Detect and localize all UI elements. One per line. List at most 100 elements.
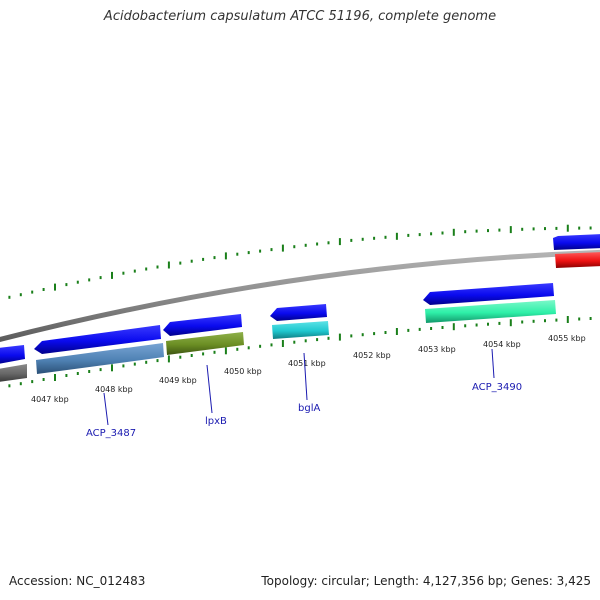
gene-label-acp3490[interactable]: ACP_3490: [472, 382, 522, 393]
inner-ring-minor-tick: [156, 359, 159, 363]
inner-ring-major-tick: [281, 340, 284, 347]
outer-ring-minor-tick: [122, 271, 125, 275]
inner-ring-minor-tick: [236, 347, 239, 351]
inner-tick-ring: [8, 316, 592, 388]
inner-ring-minor-tick: [293, 340, 296, 344]
inner-ring-minor-tick: [544, 319, 546, 323]
outer-ring-minor-tick: [236, 252, 239, 256]
feature-bar-steelblue[interactable]: [36, 343, 164, 374]
inner-ring-minor-tick: [430, 327, 433, 330]
outer-ring-minor-tick: [156, 265, 159, 269]
outer-ring-minor-tick: [589, 226, 592, 230]
tick-label-4047: 4047 kbp: [31, 395, 69, 404]
inner-ring-minor-tick: [42, 378, 45, 381]
inner-ring-minor-tick: [190, 354, 193, 357]
outer-ring-minor-tick: [179, 261, 182, 265]
outer-ring-minor-tick: [441, 231, 444, 235]
inner-ring-minor-tick: [361, 333, 364, 337]
inner-ring-minor-tick: [373, 332, 376, 336]
outer-ring-minor-tick: [327, 241, 330, 245]
kbp-tick-labels: 4047 kbp 4048 kbp 4049 kbp 4050 kbp 4051…: [31, 334, 586, 404]
tick-label-4053: 4053 kbp: [418, 345, 456, 354]
outer-ring-major-tick: [111, 271, 113, 279]
inner-ring-minor-tick: [88, 370, 91, 373]
cds-arrow-right-edge[interactable]: [553, 234, 600, 250]
outer-ring-minor-tick: [133, 269, 136, 273]
outer-ring-minor-tick: [270, 248, 273, 252]
gene-label-bgla[interactable]: bglA: [298, 403, 320, 414]
leader-line-acp3490: [491, 348, 495, 379]
inner-ring-minor-tick: [65, 374, 68, 377]
topology-summary: Topology: circular; Length: 4,127,356 bp…: [261, 574, 591, 588]
outer-ring-minor-tick: [544, 227, 546, 231]
cds-arrow-lpxb[interactable]: [163, 314, 242, 336]
inner-ring-minor-tick: [259, 344, 262, 348]
outer-ring-minor-tick: [42, 288, 45, 291]
gene-label-lpxb[interactable]: lpxB: [205, 416, 227, 427]
inner-ring-minor-tick: [589, 317, 592, 320]
outer-ring-minor-tick: [487, 229, 489, 233]
gene-leader-lines: [103, 348, 495, 426]
outer-ring-minor-tick: [373, 236, 376, 240]
inner-ring-minor-tick: [475, 323, 478, 327]
inner-ring-minor-tick: [521, 320, 524, 324]
forward-cds-track: [0, 234, 600, 364]
outer-ring-minor-tick: [555, 226, 558, 230]
outer-ring-minor-tick: [8, 295, 11, 299]
gene-label-acp3487[interactable]: ACP_3487: [86, 428, 136, 439]
outer-ring-major-tick: [452, 228, 455, 236]
inner-ring-minor-tick: [31, 380, 34, 384]
inner-ring-minor-tick: [498, 321, 501, 325]
outer-ring-minor-tick: [202, 257, 205, 261]
inner-ring-minor-tick: [555, 318, 558, 322]
outer-ring-major-tick: [338, 238, 341, 246]
cds-arrow-left-edge[interactable]: [0, 345, 25, 364]
outer-ring-minor-tick: [384, 235, 387, 239]
tick-label-4049: 4049 kbp: [159, 376, 197, 385]
genome-backbone: [0, 249, 600, 343]
outer-ring-minor-tick: [76, 280, 79, 284]
outer-ring-minor-tick: [88, 278, 91, 282]
outer-ring-minor-tick: [350, 238, 353, 242]
leader-line-acp3487: [103, 392, 109, 426]
inner-ring-minor-tick: [350, 334, 353, 338]
tick-label-4052: 4052 kbp: [353, 351, 391, 360]
inner-ring-minor-tick: [407, 328, 410, 332]
outer-ring-minor-tick: [259, 249, 262, 253]
inner-ring-major-tick: [167, 355, 170, 363]
inner-ring-major-tick: [509, 319, 512, 327]
outer-ring-minor-tick: [19, 293, 22, 297]
tick-label-4054: 4054 kbp: [483, 340, 521, 349]
outer-ring-minor-tick: [145, 267, 148, 271]
inner-ring-minor-tick: [99, 368, 102, 372]
inner-ring-major-tick: [566, 316, 569, 323]
inner-ring-minor-tick: [441, 326, 444, 329]
inner-ring-minor-tick: [247, 346, 250, 350]
outer-ring-major-tick: [509, 226, 512, 234]
feature-track: [0, 252, 600, 382]
feature-bar-aquamarine[interactable]: [425, 300, 556, 323]
leader-line-bgla: [303, 352, 308, 401]
feature-bar-gray[interactable]: [0, 364, 27, 382]
outer-ring-minor-tick: [213, 256, 216, 260]
cds-arrow-acp3487[interactable]: [34, 325, 161, 354]
inner-ring-minor-tick: [304, 339, 307, 343]
tick-label-4055: 4055 kbp: [548, 334, 586, 343]
cds-arrow-bgla[interactable]: [270, 304, 327, 321]
feature-bar-cyan[interactable]: [272, 321, 329, 339]
leader-line-lpxb: [206, 364, 213, 414]
feature-bar-red[interactable]: [555, 252, 600, 268]
outer-ring-minor-tick: [430, 232, 433, 236]
inner-ring-minor-tick: [418, 327, 421, 331]
cds-arrow-acp3490[interactable]: [423, 283, 554, 305]
inner-ring-major-tick: [338, 333, 341, 341]
outer-ring-major-tick: [566, 224, 569, 232]
tick-label-4048: 4048 kbp: [95, 385, 133, 394]
feature-bar-olive[interactable]: [166, 332, 244, 355]
outer-ring-minor-tick: [578, 226, 581, 230]
inner-ring-minor-tick: [213, 350, 216, 354]
outer-ring-minor-tick: [361, 237, 364, 241]
inner-ring-minor-tick: [327, 336, 330, 340]
outer-ring-major-tick: [224, 252, 227, 260]
inner-ring-minor-tick: [8, 384, 11, 388]
